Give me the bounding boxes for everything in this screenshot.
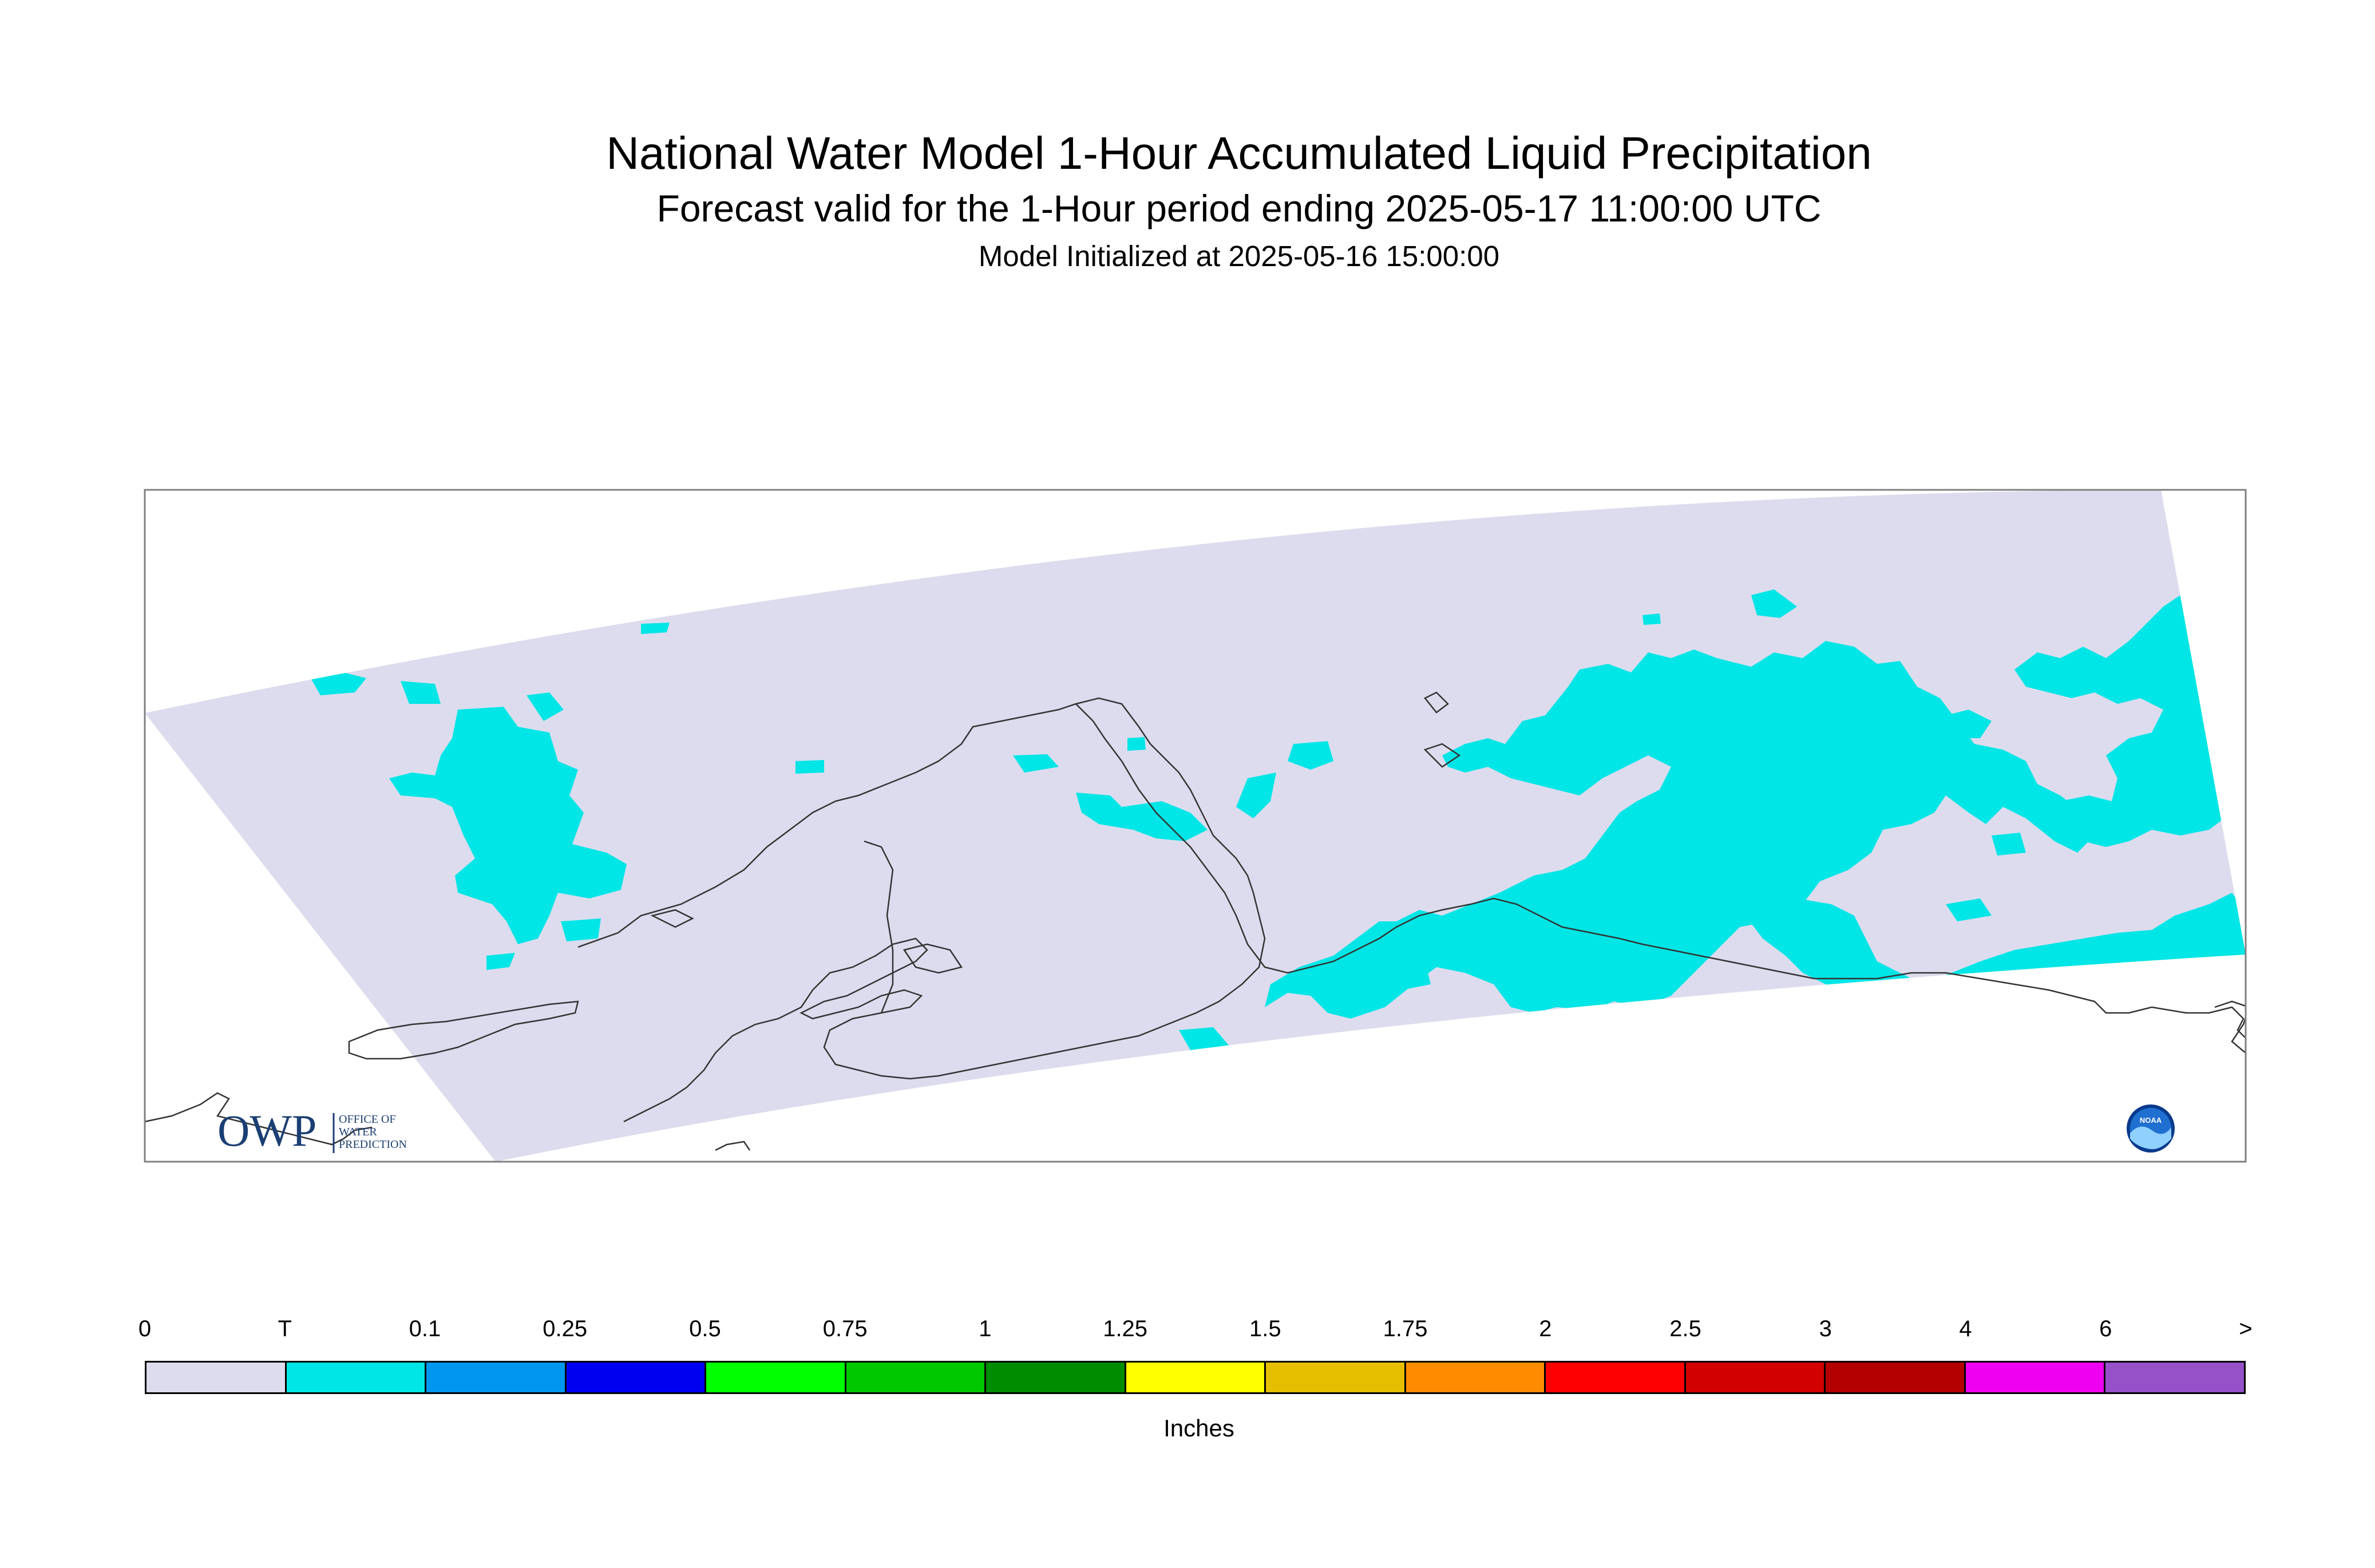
owp-logo-mark: OWP <box>217 1106 316 1155</box>
legend-tick-label: 0.75 <box>822 1316 868 1341</box>
legend-tick-label: 1.25 <box>1103 1316 1148 1341</box>
coastline-chukotka <box>145 1092 373 1146</box>
coastline-southwest <box>650 909 694 928</box>
legend-swatch <box>147 1363 287 1392</box>
precip-area-far-east-5 <box>1992 833 2026 856</box>
noaa-logo-text: NOAA <box>2140 1116 2162 1124</box>
title-block: National Water Model 1-Hour Accumulated … <box>0 0 2375 298</box>
precip-area-far-east-4 <box>1642 613 1661 625</box>
precip-area-central-6 <box>1288 741 1333 770</box>
precip-area-central-4 <box>1127 737 1146 751</box>
legend-tick-label: T <box>278 1316 292 1341</box>
legend-swatch <box>986 1363 1126 1392</box>
legend-tick-label: 0.5 <box>689 1316 721 1341</box>
legend-units: Inches <box>1163 1415 1234 1442</box>
legend-swatch <box>1685 1363 1826 1392</box>
owp-logo: OWP OFFICE OF WATER PREDICTION <box>217 1106 407 1155</box>
legend-tick-label: 2.5 <box>1669 1316 1701 1341</box>
coastline-island-1 <box>1424 691 1449 714</box>
legend-swatch <box>566 1363 707 1392</box>
precip-area-far-east-2 <box>1866 698 1992 738</box>
legend-swatch <box>1406 1363 1546 1392</box>
legend-swatch <box>1965 1363 2106 1392</box>
legend-colorbar <box>145 1361 2246 1394</box>
owp-logo-line1: OFFICE OF <box>339 1113 395 1126</box>
precip-area-west-2 <box>527 692 564 721</box>
precip-area-far-east-3 <box>1751 589 1797 618</box>
legend-tick-label: 2 <box>1539 1316 1552 1341</box>
legend-tick-label: > <box>2239 1316 2253 1341</box>
coastlines <box>145 691 2246 1151</box>
legend-swatch <box>1126 1363 1266 1392</box>
legend-tick-label: 0.25 <box>543 1316 588 1341</box>
coastline-aleutian <box>715 1141 751 1151</box>
legend-tick-label: 6 <box>2099 1316 2112 1341</box>
precip-area-far-east-6 <box>1946 898 1992 921</box>
legend-swatch <box>706 1363 846 1392</box>
legend-tick-label: 1 <box>979 1316 992 1341</box>
legend-tick-label: 0.1 <box>409 1316 441 1341</box>
legend-swatch <box>1266 1363 1406 1392</box>
precip-area-south <box>1396 961 1431 990</box>
legend-swatch <box>426 1363 567 1392</box>
precip-area-central-7 <box>1179 1027 1230 1053</box>
precip-area-west-3 <box>309 672 366 695</box>
precip-area-central-3 <box>795 760 824 774</box>
precip-area-central-5 <box>1236 773 1276 818</box>
map-frame <box>144 489 2247 1163</box>
precip-area-west <box>389 707 627 944</box>
precip-area-west-6 <box>561 918 601 941</box>
owp-logo-line2: WATER <box>339 1126 377 1138</box>
coastline-alaska-peninsula <box>577 697 1266 1123</box>
legend-tick-label: 4 <box>1959 1316 1972 1341</box>
precip-area-east <box>1265 641 2095 1019</box>
legend-swatch <box>1546 1363 1686 1392</box>
coastline-cook-inlet <box>864 840 894 1013</box>
coastline-island-2 <box>1423 743 1461 768</box>
coastline-island-kodiak <box>902 943 963 974</box>
coastline-kenai <box>1075 703 2152 1014</box>
coastline-canada <box>2214 1000 2246 1054</box>
legend-tick-labels: 0 T 0.1 0.25 0.5 0.75 1 1.25 1.5 1.75 2 2.5 3 4 6 > <box>0 1316 2375 1356</box>
precip-area-central-2 <box>1076 793 1208 841</box>
legend-swatch <box>2105 1363 2244 1392</box>
owp-logo-line3: PREDICTION <box>339 1138 407 1151</box>
legend-swatch <box>1826 1363 1966 1392</box>
precip-area-west-4 <box>401 681 441 704</box>
precip-area-west-5 <box>641 623 670 634</box>
map-title: National Water Model 1-Hour Accumulated … <box>606 128 1872 179</box>
legend-tick-label: 0 <box>138 1316 152 1341</box>
legend-swatch <box>286 1363 427 1392</box>
coastline-se-alaska <box>2151 1006 2246 1039</box>
precip-area-west-7 <box>486 953 515 970</box>
noaa-logo: NOAA <box>2127 1104 2175 1153</box>
legend-tick-label: 1.5 <box>1249 1316 1281 1341</box>
precip-area-central <box>1013 754 1059 773</box>
legend-tick-label: 3 <box>1819 1316 1832 1341</box>
legend-tick-label: 1.75 <box>1383 1316 1428 1341</box>
map-subtitle: Forecast valid for the 1-Hour period end… <box>656 187 1822 229</box>
model-init-time: Model Initialized at 2025-05-16 15:00:00 <box>978 240 1500 272</box>
legend-swatch <box>846 1363 987 1392</box>
coastline-bristol-bay <box>348 1000 579 1060</box>
